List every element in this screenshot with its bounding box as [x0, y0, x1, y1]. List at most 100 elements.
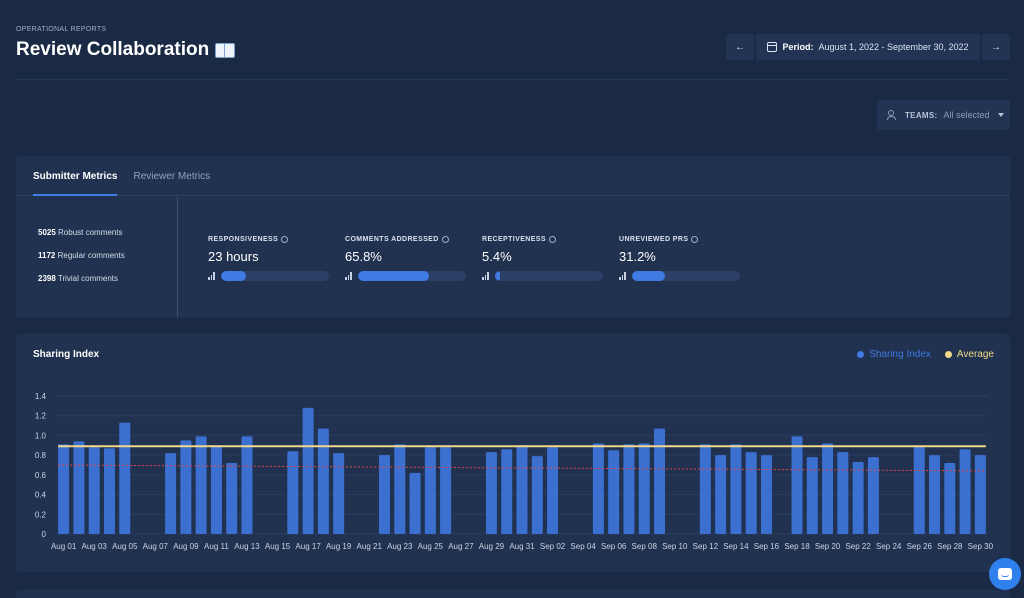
x-tick-label: Aug 05: [112, 542, 138, 551]
metric-value: 65.8%: [345, 249, 382, 264]
x-tick-label: Aug 07: [143, 542, 169, 551]
period-label: Period:: [782, 42, 814, 52]
data-bar[interactable]: [760, 455, 772, 534]
metric-label: RECEPTIVENESS: [482, 236, 546, 243]
data-bar[interactable]: [226, 463, 238, 534]
x-tick-label: Sep 08: [632, 542, 658, 551]
data-bar[interactable]: [440, 447, 452, 534]
period-prev-button[interactable]: ←: [726, 34, 754, 60]
count-value: 1172: [38, 251, 56, 260]
legend-label: Sharing Index: [869, 349, 931, 360]
data-bar[interactable]: [547, 447, 559, 534]
data-bar[interactable]: [715, 455, 727, 534]
data-bar[interactable]: [333, 453, 345, 534]
info-icon[interactable]: [548, 236, 556, 243]
signal-bars-icon: [482, 272, 489, 280]
data-bar[interactable]: [531, 456, 543, 534]
info-icon[interactable]: [441, 236, 449, 243]
data-bar[interactable]: [638, 443, 650, 534]
data-bar[interactable]: [791, 436, 803, 534]
x-tick-label: Sep 10: [662, 542, 688, 551]
data-bar[interactable]: [822, 443, 834, 534]
data-bar[interactable]: [88, 447, 100, 534]
y-tick-label: 0.6: [35, 471, 47, 480]
legend-item-sharing-index[interactable]: Sharing Index: [857, 349, 931, 360]
x-tick-label: Sep 14: [723, 542, 749, 551]
metric-progress-fill: [357, 271, 429, 281]
metric-value: 31.2%: [619, 249, 656, 264]
y-tick-label: 1.0: [35, 431, 47, 440]
data-bar[interactable]: [852, 462, 864, 534]
data-bar[interactable]: [103, 448, 115, 534]
data-bar[interactable]: [287, 451, 299, 534]
y-tick-label: 0.2: [35, 510, 47, 519]
legend-dot: [944, 351, 952, 358]
trend-line: [58, 464, 986, 472]
data-bar[interactable]: [806, 457, 818, 534]
data-bar[interactable]: [623, 444, 635, 534]
info-icon[interactable]: [281, 236, 289, 243]
data-bar[interactable]: [409, 472, 421, 534]
x-tick-label: Sep 04: [570, 542, 596, 551]
data-bar[interactable]: [730, 444, 742, 534]
x-tick-label: Aug 23: [387, 542, 413, 551]
data-bar[interactable]: [592, 443, 604, 534]
page-header: OPERATIONAL REPORTS Review Collaboration: [16, 26, 236, 61]
data-bar[interactable]: [210, 445, 222, 534]
metric-progress-fill: [631, 271, 666, 281]
data-bar[interactable]: [654, 428, 666, 534]
metrics-tabs: Submitter Metrics Reviewer Metrics: [16, 156, 1010, 196]
y-tick-label: 0.8: [35, 451, 47, 460]
data-bar[interactable]: [501, 449, 513, 534]
chevron-down-icon: [997, 113, 1004, 117]
data-bar[interactable]: [394, 444, 406, 534]
teams-filter-button[interactable]: TEAMS: All selected: [877, 100, 1010, 130]
tab-reviewer-metrics[interactable]: Reviewer Metrics: [133, 171, 211, 182]
data-bar[interactable]: [867, 457, 879, 534]
count-trivial: 2398 Trivial comments: [38, 274, 125, 297]
data-bar[interactable]: [195, 436, 207, 534]
data-bar[interactable]: [165, 453, 177, 534]
x-tick-label: Sep 12: [693, 542, 719, 551]
x-tick-label: Sep 06: [601, 542, 627, 551]
data-bar[interactable]: [378, 455, 390, 534]
data-bar[interactable]: [317, 428, 329, 534]
info-icon[interactable]: [691, 236, 699, 243]
chat-icon: [998, 568, 1012, 580]
data-bar[interactable]: [913, 446, 925, 534]
header-divider: [16, 79, 1008, 80]
chat-support-button[interactable]: [989, 558, 1021, 590]
data-bar[interactable]: [959, 449, 971, 534]
data-bar[interactable]: [302, 407, 314, 534]
open-book-icon: [215, 42, 236, 58]
data-bar[interactable]: [58, 444, 70, 534]
data-bar[interactable]: [837, 452, 849, 534]
data-bar[interactable]: [241, 436, 253, 534]
data-bar[interactable]: [424, 447, 436, 534]
x-tick-label: Sep 24: [876, 542, 902, 551]
data-bar[interactable]: [485, 452, 497, 534]
data-bar[interactable]: [73, 441, 85, 534]
chart-title: Sharing Index: [33, 349, 100, 360]
data-bar[interactable]: [974, 455, 986, 534]
count-value: 2398: [38, 274, 56, 283]
metrics-card: Submitter Metrics Reviewer Metrics 5025 …: [16, 156, 1010, 318]
legend-item-average[interactable]: Average: [944, 349, 994, 360]
teams-value: All selected: [943, 110, 990, 120]
data-bar[interactable]: [180, 440, 192, 534]
period-next-button[interactable]: →: [982, 34, 1010, 60]
data-bar[interactable]: [608, 450, 620, 534]
data-bar[interactable]: [516, 445, 528, 534]
tab-submitter-metrics[interactable]: Submitter Metrics: [33, 156, 118, 196]
teams-label: TEAMS:: [905, 110, 938, 120]
sharing-index-chart: 0 0.2 0.4 0.6 0.8 1.0 1.2 1.4 Aug 01 Aug 03 Aug 05…: [35, 392, 994, 551]
data-bar[interactable]: [944, 463, 956, 534]
data-bar[interactable]: [699, 444, 711, 534]
signal-bars-icon: [345, 272, 352, 280]
metric-unreviewed-prs: UNREVIEWED PRS 31.2%: [619, 236, 743, 281]
metric-receptiveness: RECEPTIVENESS 5.4%: [482, 236, 606, 281]
data-bar[interactable]: [119, 422, 131, 534]
data-bar[interactable]: [929, 455, 941, 534]
data-bar[interactable]: [745, 452, 757, 534]
period-picker-button[interactable]: Period: August 1, 2022 - September 30, 2…: [756, 34, 980, 60]
